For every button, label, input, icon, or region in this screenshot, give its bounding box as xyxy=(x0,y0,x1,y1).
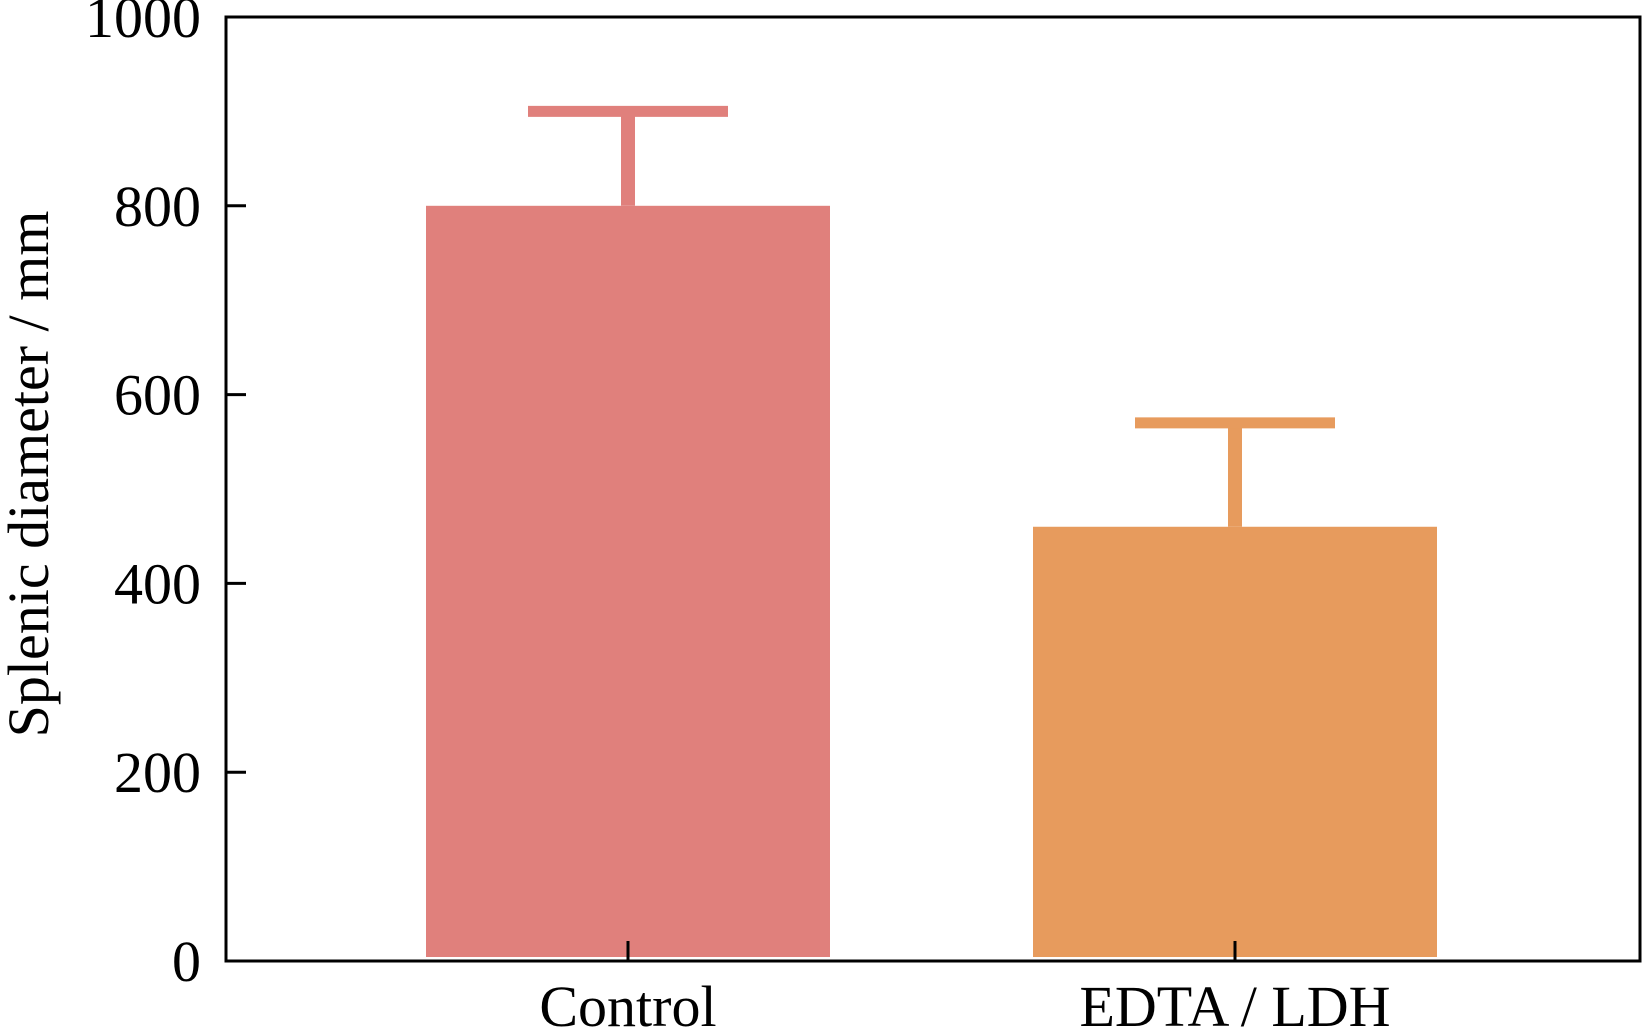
x-tick-label-control: Control xyxy=(539,974,716,1031)
bars-layer xyxy=(426,205,1437,958)
y-tick-label-400: 400 xyxy=(114,551,201,616)
y-tick-label-600: 600 xyxy=(114,363,201,428)
bar-control xyxy=(426,205,830,958)
y-tick-label-0: 0 xyxy=(172,929,201,994)
y-axis: 0 200 400 600 800 1000 xyxy=(85,0,246,994)
x-axis: Control EDTA / LDH xyxy=(539,941,1391,1036)
y-tick-label-1000: 1000 xyxy=(85,0,201,50)
y-tick-label-200: 200 xyxy=(114,740,201,805)
x-tick-label-edta-ldh: EDTA / LDH xyxy=(1079,974,1390,1031)
bar-edta-ldh xyxy=(1033,526,1437,957)
plot-frame xyxy=(224,15,1642,963)
error-bars-layer xyxy=(528,105,1335,527)
y-tick-label-800: 800 xyxy=(114,174,201,239)
y-axis-label: Splenic diameter / mm xyxy=(0,211,61,738)
